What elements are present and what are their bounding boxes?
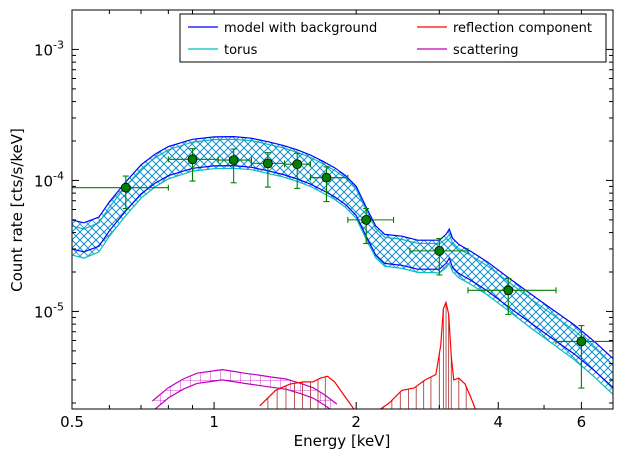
y-tick-label-0: 10-5 bbox=[34, 300, 64, 321]
legend-label-reflection: reflection component bbox=[453, 21, 592, 36]
x-tick-label-2: 2 bbox=[351, 413, 361, 431]
data-point-9 bbox=[576, 336, 587, 347]
y-axis-label: Count rate [cts/s/keV] bbox=[8, 128, 26, 292]
model-with-background-line-lower bbox=[72, 164, 613, 388]
legend-label-model: model with background bbox=[224, 21, 377, 36]
x-tick-label-4: 6 bbox=[577, 413, 587, 431]
torus-line-lower bbox=[72, 167, 613, 395]
data-point-5 bbox=[321, 172, 332, 183]
data-point-1 bbox=[187, 154, 198, 165]
axis-ticks: 0.5 1 2 4 6 10-5 10-4 10-3 bbox=[34, 10, 613, 431]
data-point-6 bbox=[361, 214, 372, 225]
x-axis-label: Energy [keV] bbox=[294, 432, 391, 450]
data-point-8 bbox=[503, 285, 514, 296]
reflection-component-line bbox=[259, 300, 477, 409]
data-point-0 bbox=[120, 182, 131, 193]
legend-label-torus: torus bbox=[224, 43, 258, 58]
data-point-3 bbox=[262, 158, 273, 169]
y-tick-label-2: 10-3 bbox=[34, 38, 64, 59]
x-tick-label-1: 1 bbox=[209, 413, 219, 431]
scattering-line-upper bbox=[152, 368, 338, 405]
scattering-band bbox=[152, 369, 337, 409]
x-tick-label-0: 0.5 bbox=[60, 413, 84, 431]
y-tick-label-1: 10-4 bbox=[34, 169, 64, 190]
plot-frame bbox=[71, 9, 614, 410]
legend-label-scattering: scattering bbox=[453, 43, 519, 58]
legend-box bbox=[179, 13, 607, 63]
scattering-line-lower bbox=[154, 379, 331, 409]
model-with-background-band bbox=[72, 136, 613, 388]
data-point-4 bbox=[292, 159, 303, 170]
data-point-7 bbox=[434, 245, 445, 256]
data-point-2 bbox=[228, 155, 239, 165]
legend: model with background reflection compone… bbox=[179, 13, 607, 63]
plot-area bbox=[72, 135, 613, 409]
x-tick-label-3: 4 bbox=[494, 413, 504, 431]
model-with-background-line-upper bbox=[72, 135, 613, 359]
